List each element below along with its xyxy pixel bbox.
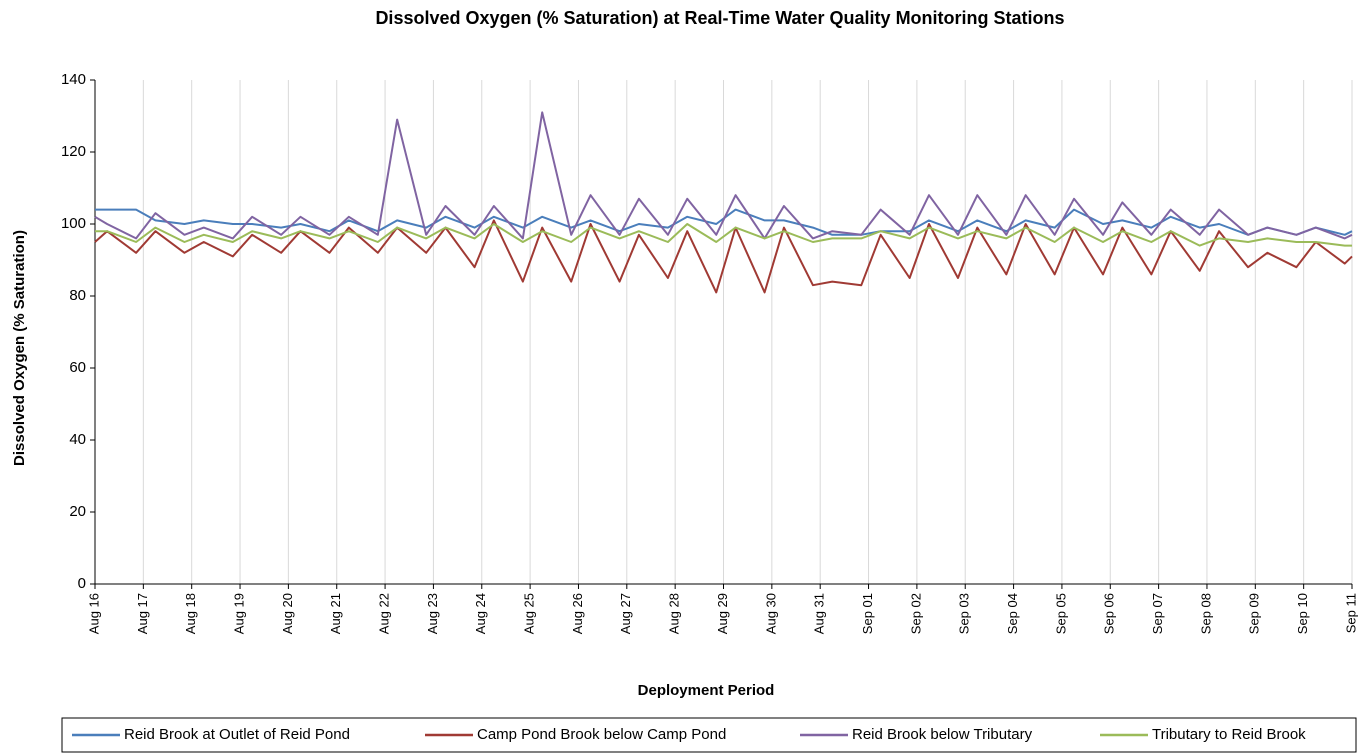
- x-tick-label: Sep 03: [957, 593, 972, 634]
- y-tick-label: 40: [69, 431, 86, 448]
- y-tick-label: 0: [78, 575, 86, 592]
- x-tick-label: Aug 26: [570, 593, 585, 634]
- x-tick-label: Aug 25: [522, 593, 537, 634]
- chart-title: Dissolved Oxygen (% Saturation) at Real-…: [375, 8, 1064, 28]
- x-tick-label: Sep 08: [1198, 593, 1213, 634]
- legend-label: Reid Brook below Tributary: [852, 726, 1033, 743]
- x-tick-label: Aug 22: [377, 593, 392, 634]
- x-tick-label: Aug 27: [618, 593, 633, 634]
- legend-box: [61, 717, 1357, 753]
- x-tick-label: Aug 29: [715, 593, 730, 634]
- x-tick-label: Sep 10: [1295, 593, 1310, 634]
- y-axis-title: Dissolved Oxygen (% Saturation): [11, 230, 28, 466]
- x-tick-label: Sep 06: [1102, 593, 1117, 634]
- y-tick-label: 100: [61, 215, 86, 232]
- x-tick-label: Aug 30: [763, 593, 778, 634]
- y-tick-label: 80: [69, 287, 86, 304]
- x-tick-label: Aug 18: [183, 593, 198, 634]
- y-tick-label: 120: [61, 143, 86, 160]
- x-tick-label: Aug 21: [328, 593, 343, 634]
- legend-label: Camp Pond Brook below Camp Pond: [477, 726, 726, 743]
- x-tick-label: Sep 07: [1150, 593, 1165, 634]
- x-tick-label: Aug 31: [812, 593, 827, 634]
- x-tick-label: Sep 09: [1247, 593, 1262, 634]
- y-tick-label: 20: [69, 503, 86, 520]
- legend-label: Reid Brook at Outlet of Reid Pond: [124, 726, 350, 743]
- x-tick-label: Sep 11: [1343, 593, 1358, 633]
- x-tick-label: Aug 16: [86, 593, 101, 634]
- series-line: [95, 223, 1352, 247]
- y-tick-label: 60: [69, 359, 86, 376]
- x-tick-label: Aug 20: [280, 593, 295, 634]
- y-tick-label: 140: [61, 71, 86, 88]
- series-line: [94, 219, 1353, 294]
- x-tick-label: Aug 24: [473, 593, 488, 634]
- x-tick-label: Sep 02: [908, 593, 923, 634]
- x-tick-label: Aug 28: [667, 593, 682, 634]
- series-line: [94, 111, 1353, 240]
- x-tick-label: Sep 01: [860, 593, 875, 634]
- x-tick-label: Aug 19: [231, 593, 246, 634]
- x-tick-label: Aug 17: [135, 593, 150, 634]
- legend-label: Tributary to Reid Brook: [1152, 726, 1306, 743]
- x-tick-label: Aug 23: [425, 593, 440, 634]
- x-tick-label: Sep 05: [1053, 593, 1068, 634]
- x-tick-label: Sep 04: [1005, 593, 1020, 634]
- x-axis-title: Deployment Period: [638, 682, 775, 699]
